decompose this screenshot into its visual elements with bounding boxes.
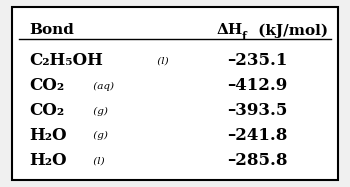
Text: H₂O: H₂O xyxy=(29,151,67,168)
Text: (kJ/mol): (kJ/mol) xyxy=(253,24,328,38)
Text: –285.8: –285.8 xyxy=(227,151,287,168)
Text: CO₂: CO₂ xyxy=(29,102,64,119)
Text: (g): (g) xyxy=(90,131,108,140)
Text: C₂H₅OH: C₂H₅OH xyxy=(29,52,103,69)
Text: (l): (l) xyxy=(154,57,169,66)
Text: (l): (l) xyxy=(90,156,104,165)
Text: (aq): (aq) xyxy=(90,82,114,91)
Text: –393.5: –393.5 xyxy=(227,102,287,119)
Text: H₂O: H₂O xyxy=(29,127,67,144)
Text: –241.8: –241.8 xyxy=(227,127,287,144)
Text: –235.1: –235.1 xyxy=(227,52,287,69)
FancyBboxPatch shape xyxy=(12,7,338,180)
Text: (g): (g) xyxy=(90,106,108,116)
Text: –412.9: –412.9 xyxy=(227,77,287,94)
Text: Bond: Bond xyxy=(29,24,74,38)
Text: CO₂: CO₂ xyxy=(29,77,64,94)
Text: f: f xyxy=(241,31,246,42)
Text: ΔH: ΔH xyxy=(216,24,243,38)
